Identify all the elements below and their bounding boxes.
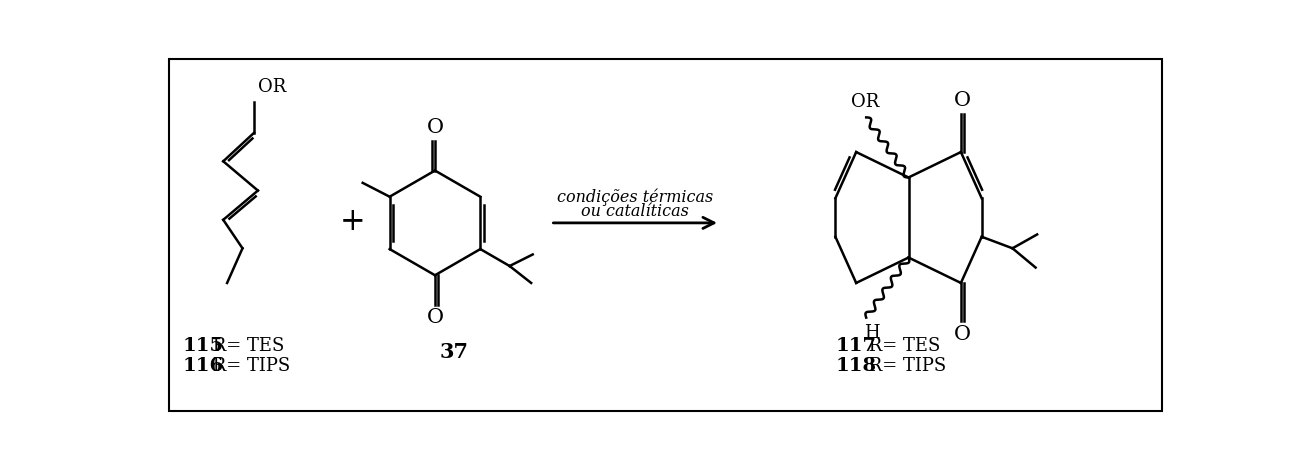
- Text: 37: 37: [440, 342, 469, 362]
- Text: R= TIPS: R= TIPS: [863, 357, 946, 375]
- Text: condições térmicas: condições térmicas: [557, 188, 714, 206]
- Text: O: O: [427, 308, 444, 327]
- Text: O: O: [954, 326, 971, 344]
- Text: 115: 115: [183, 337, 223, 355]
- Text: ou catalíticas: ou catalíticas: [582, 203, 689, 220]
- Text: OR: OR: [258, 78, 286, 96]
- Text: O: O: [954, 91, 971, 110]
- Text: OR: OR: [850, 93, 879, 111]
- Text: 118: 118: [836, 357, 876, 375]
- Text: R= TIPS: R= TIPS: [208, 357, 291, 375]
- Text: +: +: [340, 206, 366, 237]
- Text: O: O: [427, 119, 444, 138]
- Text: H: H: [864, 324, 880, 342]
- Text: 116: 116: [183, 357, 223, 375]
- Text: R= TES: R= TES: [208, 337, 284, 355]
- Text: 117: 117: [836, 337, 876, 355]
- Text: R= TES: R= TES: [863, 337, 941, 355]
